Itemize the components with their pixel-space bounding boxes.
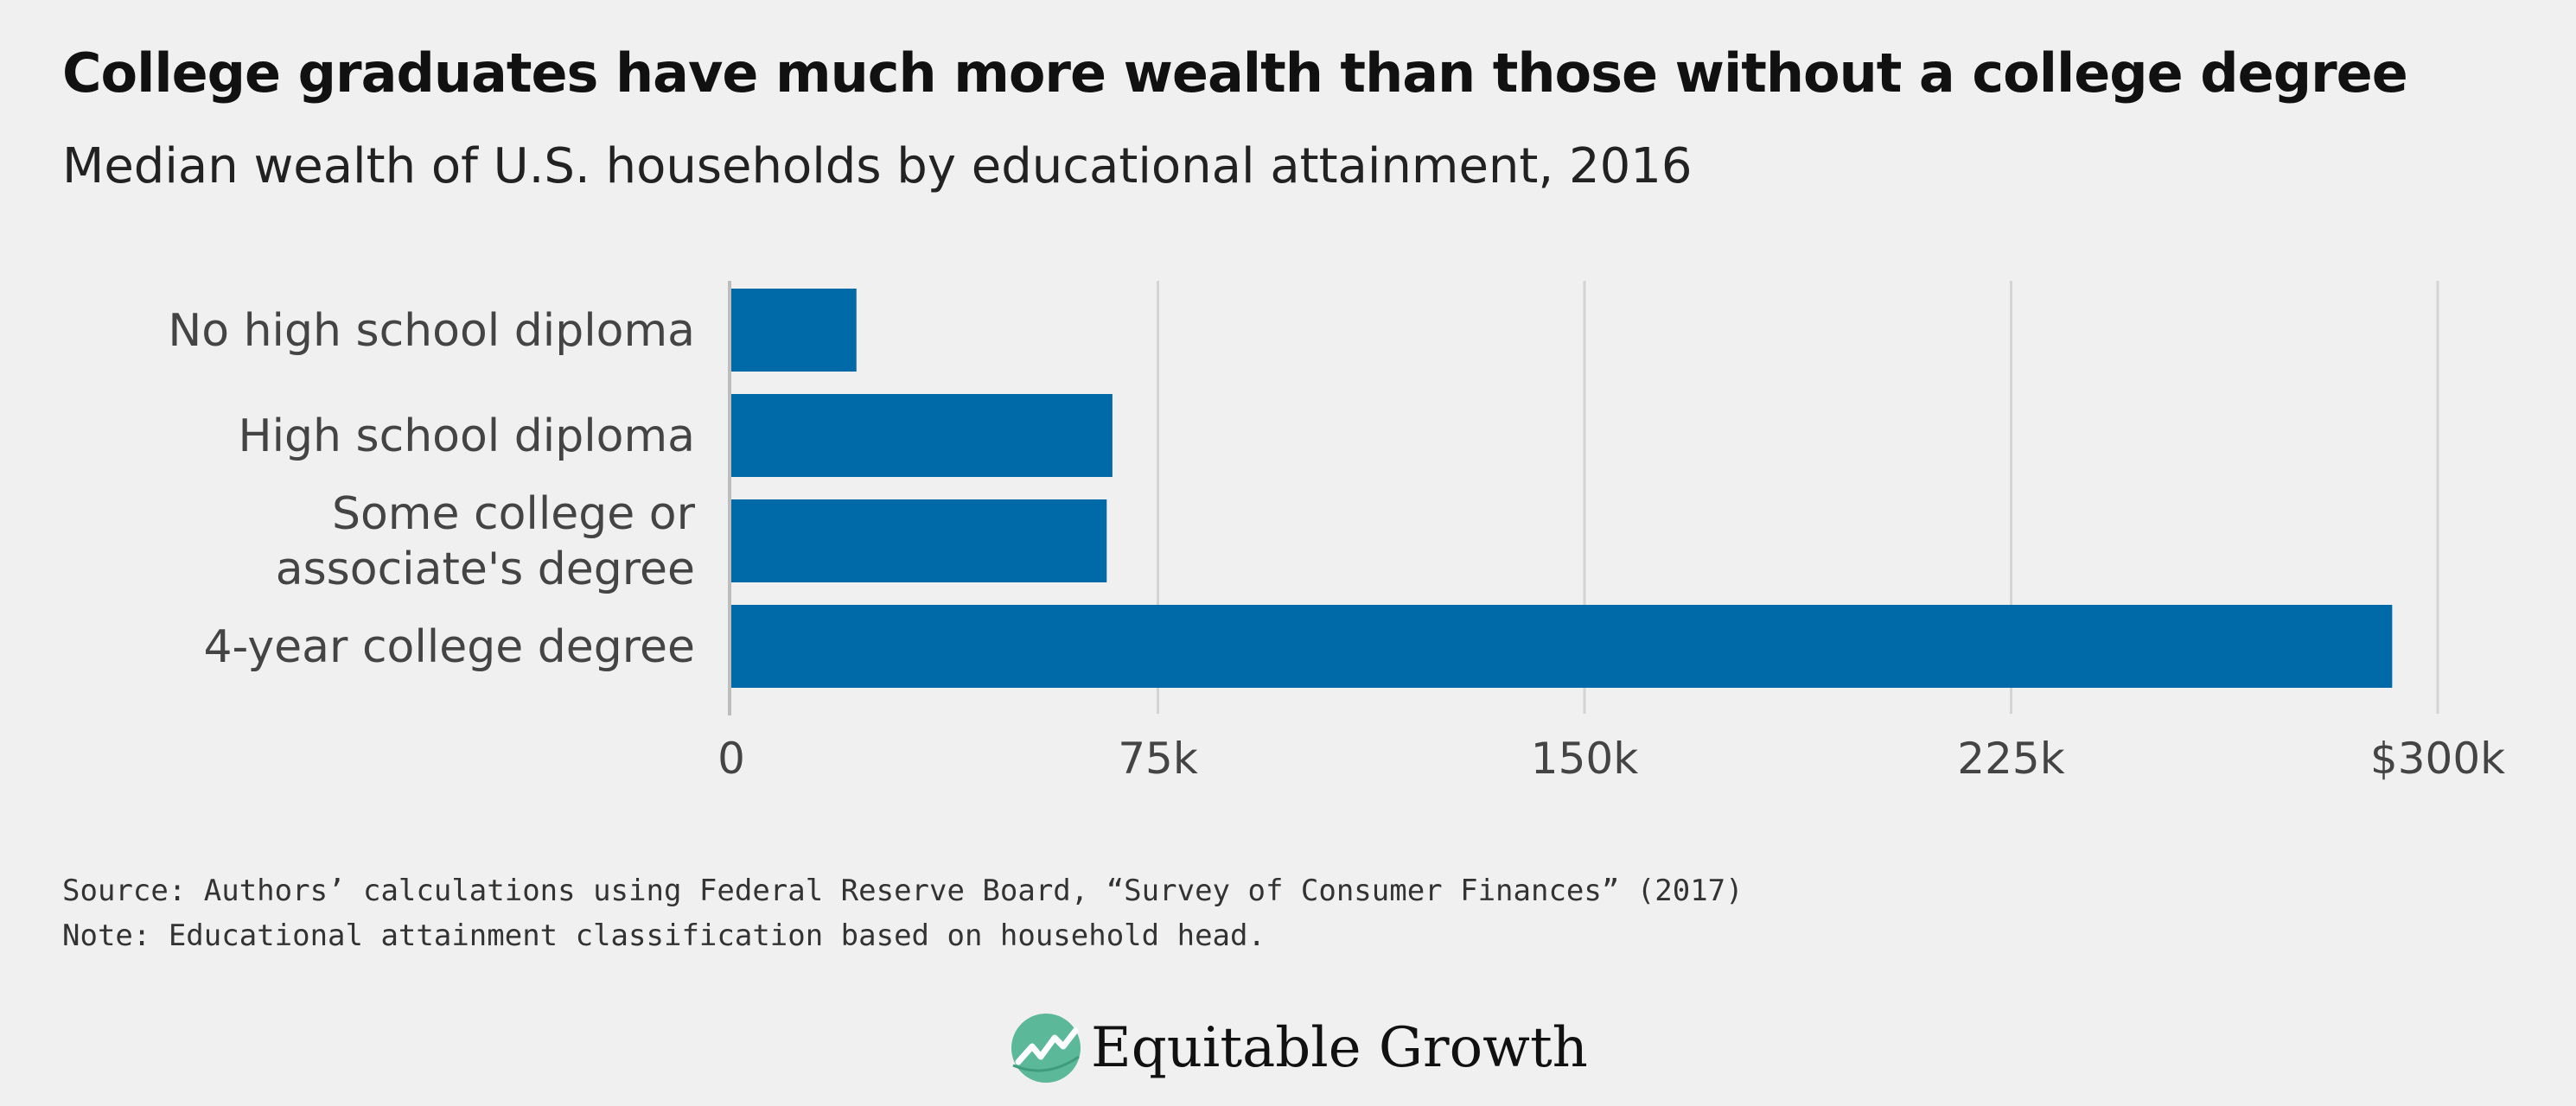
category-label-line: associate's degree [276, 543, 695, 595]
x-tick-label: 75k [1118, 734, 1198, 784]
category-label: 4-year college degree [203, 621, 695, 673]
category-label: Some college or associate's degree [276, 488, 696, 595]
footnote: Note: Educational attainment classificat… [62, 918, 1266, 953]
source-note: Source: Authors’ calculations using Fede… [62, 874, 1744, 908]
bar [731, 605, 2393, 688]
x-tick-label: 150k [1531, 734, 1638, 784]
chart-title: College graduates have much more wealth … [62, 41, 2408, 105]
bar [731, 394, 1113, 477]
bar [731, 499, 1107, 582]
footer-notes: Source: Authors’ calculations using Fede… [62, 868, 1744, 958]
bar [731, 289, 857, 372]
x-tick-label: 225k [1957, 734, 2064, 784]
equitable-growth-logo-icon [1011, 1014, 1081, 1083]
category-label: No high school diploma [168, 305, 695, 357]
chart-subtitle: Median wealth of U.S. households by educ… [62, 138, 1693, 194]
brand-name: Equitable Growth [1091, 1016, 1588, 1080]
category-label-line: Some college or [332, 488, 696, 540]
bar-chart: 0 75k 150k 225k $300k No high school diploma H… [168, 281, 2505, 784]
x-tick-label: 0 [717, 734, 745, 784]
category-label-line: High school diploma [238, 410, 695, 462]
x-tick-label: $300k [2370, 734, 2505, 784]
category-label-line: No high school diploma [168, 305, 695, 357]
category-label-line: 4-year college degree [203, 621, 695, 673]
brand-logo-block: Equitable Growth [1010, 1009, 1588, 1087]
category-label: High school diploma [238, 410, 695, 462]
